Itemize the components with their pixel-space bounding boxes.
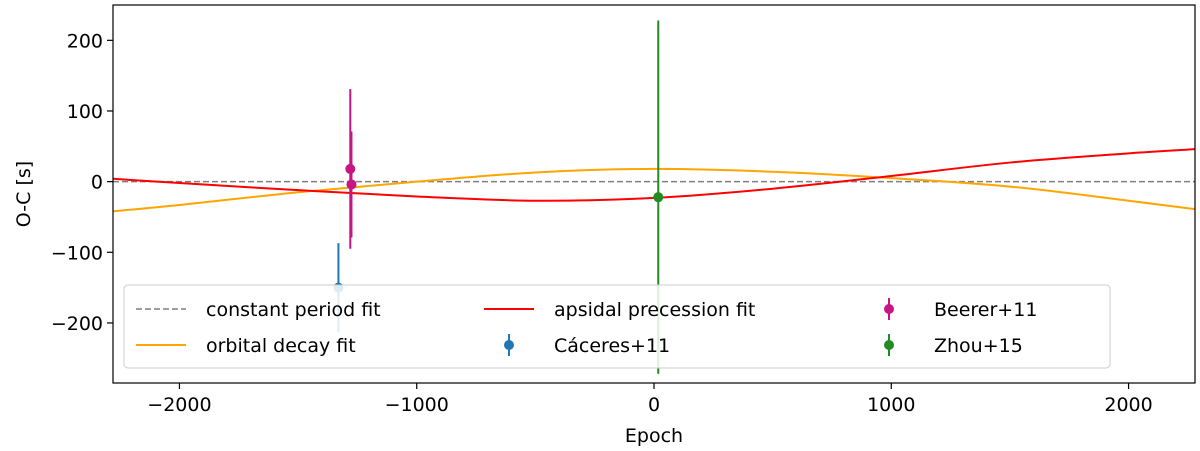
legend-swatch-zhou-15: [884, 340, 894, 350]
legend-label-orbital-decay-fit: orbital decay fit: [206, 335, 356, 357]
y-tick-label: −100: [51, 242, 103, 264]
legend-label-apsidal-precession-fit: apsidal precession fit: [554, 299, 755, 321]
y-tick-label: −200: [51, 313, 103, 335]
fit-line-apsidal-precession-fit: [113, 148, 1195, 202]
legend-label-constant-period-fit: constant period fit: [206, 299, 381, 321]
x-tick-label: −2000: [147, 394, 211, 416]
x-tick-label: 2000: [1104, 394, 1152, 416]
y-axis-label: O-C [s]: [13, 161, 35, 227]
legend-swatch-c-ceres-11: [504, 340, 514, 350]
x-tick-label: −1000: [385, 394, 449, 416]
legend-label-c-ceres-11: Cáceres+11: [554, 335, 670, 357]
legend-box: [123, 284, 1111, 369]
point-beerer-11-0: [345, 163, 356, 174]
legend-label-beerer-11: Beerer+11: [934, 299, 1037, 321]
y-tick-label: 200: [67, 30, 103, 52]
y-tick-label: 0: [91, 172, 103, 194]
x-tick-label: 0: [648, 394, 660, 416]
point-zhou-15-0: [653, 192, 664, 203]
legend-label-zhou-15: Zhou+15: [934, 335, 1023, 357]
y-tick-label: 100: [67, 101, 103, 123]
legend-swatch-beerer-11: [884, 304, 894, 314]
x-axis-label: Epoch: [625, 425, 683, 447]
x-tick-label: 1000: [867, 394, 915, 416]
fit-line-orbital-decay-fit: [113, 167, 1195, 213]
point-beerer-11-1: [346, 179, 357, 190]
